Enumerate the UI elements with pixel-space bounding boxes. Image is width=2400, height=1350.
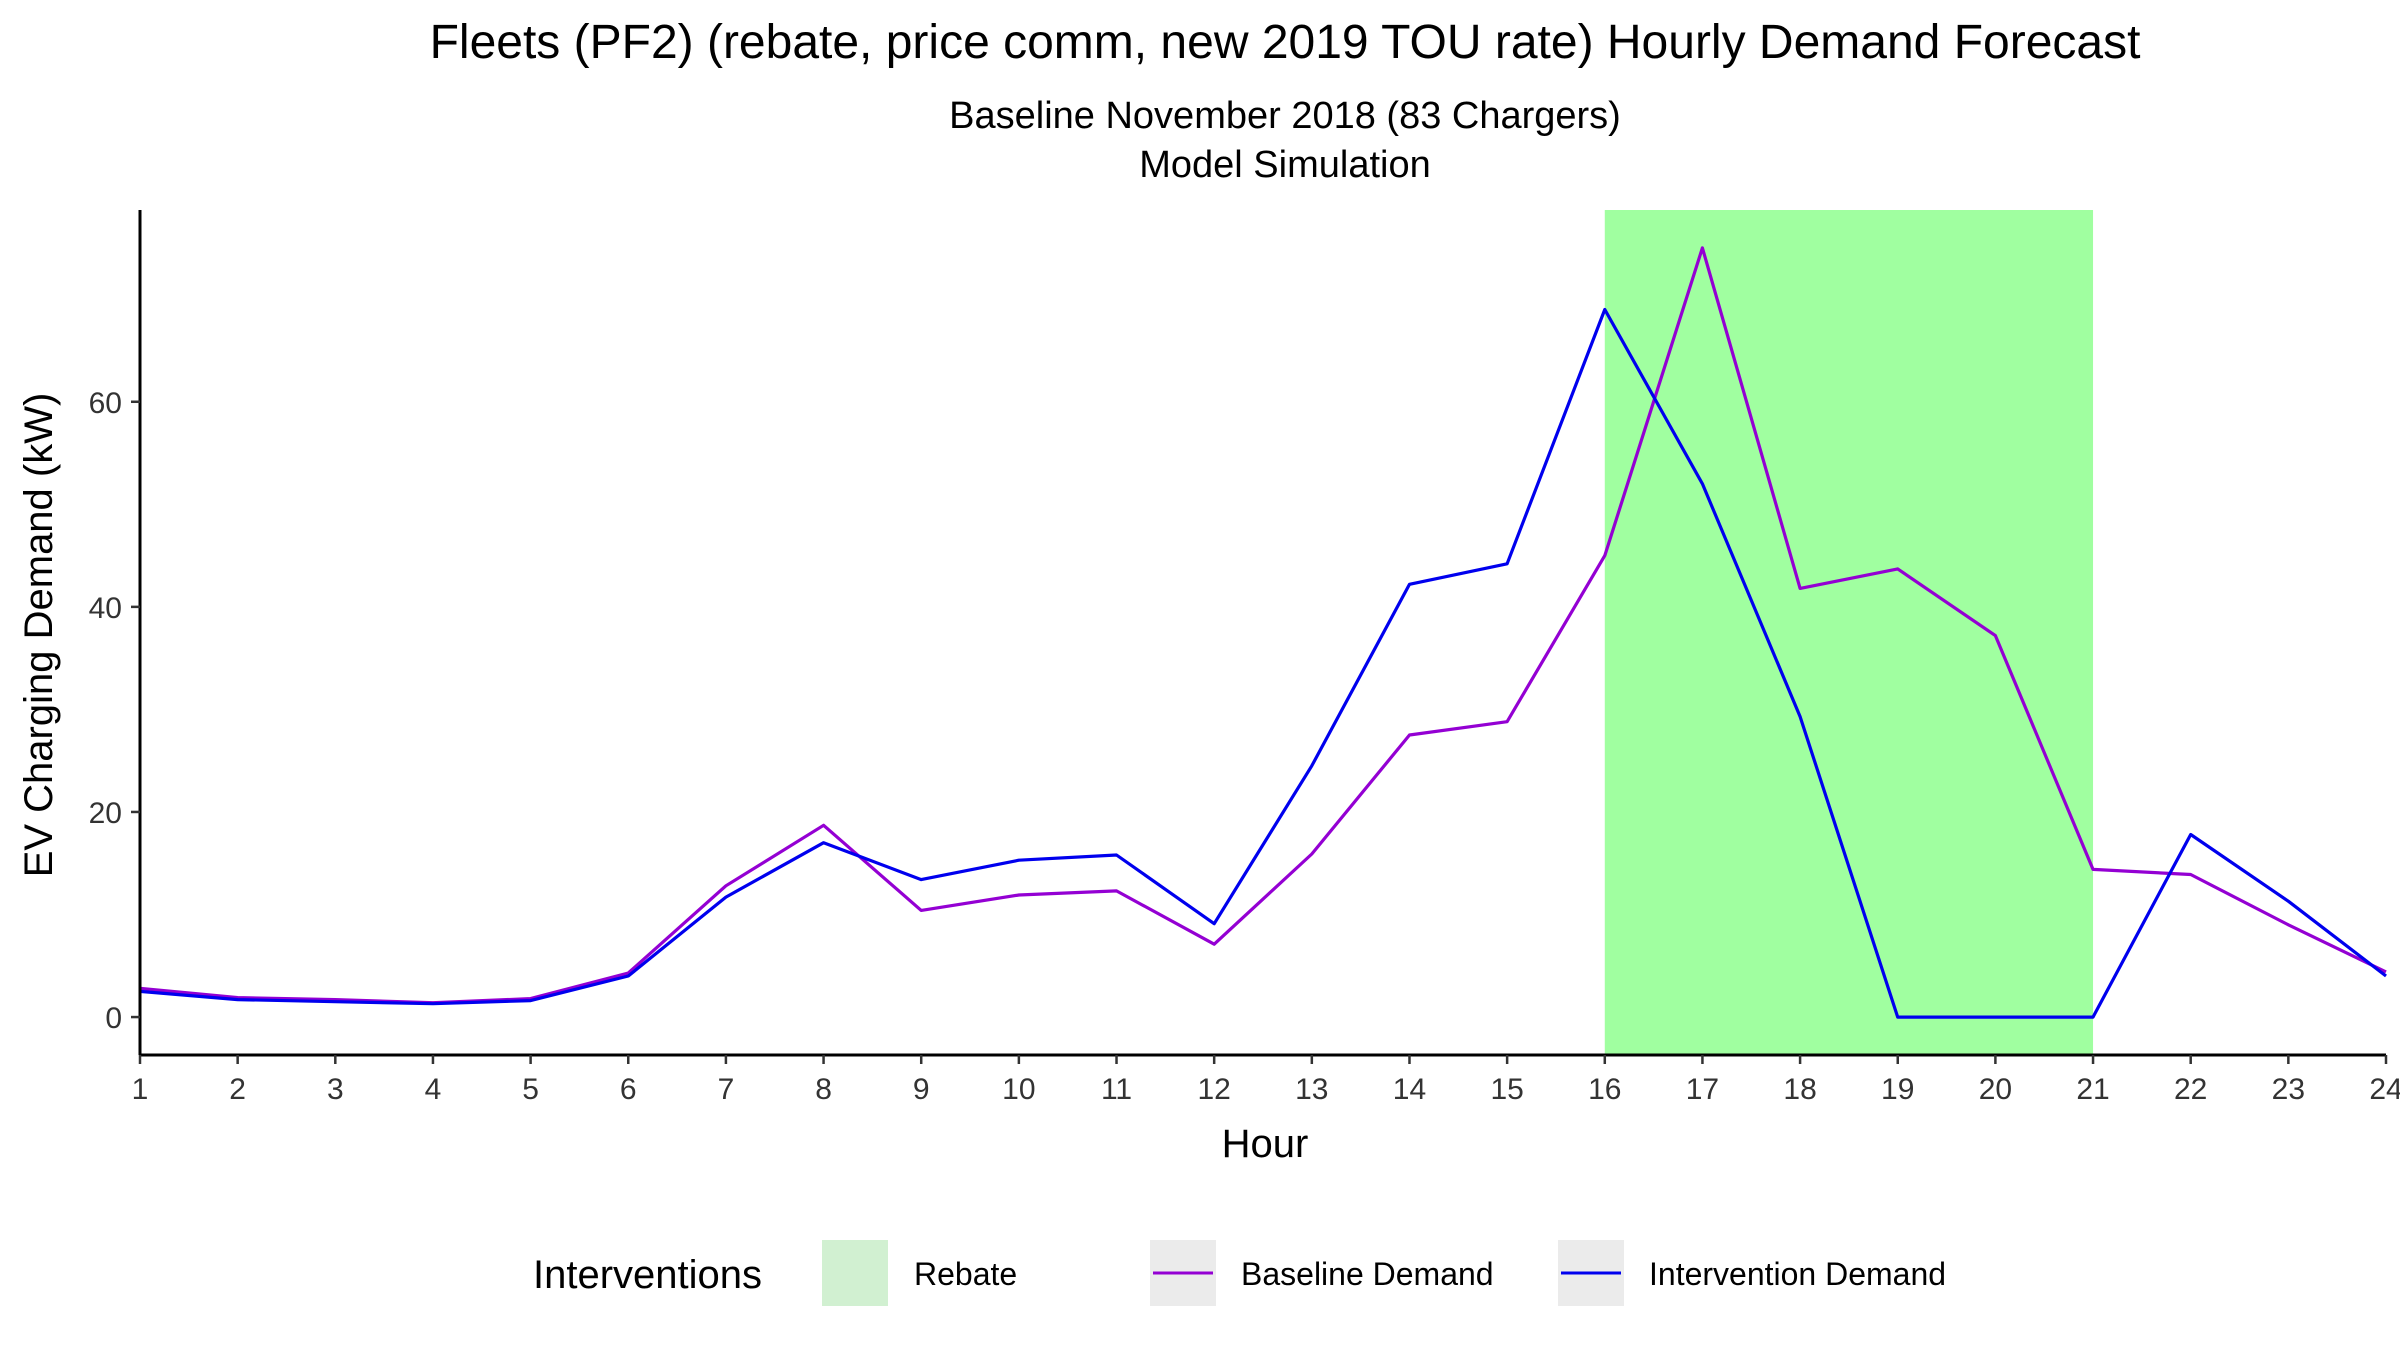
x-tick-label-12: 12	[1197, 1073, 1230, 1106]
x-tick-label-19: 19	[1881, 1073, 1914, 1106]
x-tick-label-16: 16	[1588, 1073, 1621, 1106]
x-tick-label-7: 7	[718, 1073, 735, 1106]
x-tick-label-15: 15	[1490, 1073, 1523, 1106]
x-tick-label-18: 18	[1783, 1073, 1816, 1106]
x-tick-label-11: 11	[1101, 1073, 1132, 1106]
x-tick-label-9: 9	[913, 1073, 930, 1106]
shaded-region-rebate	[1604, 210, 2094, 1055]
x-tick-label-22: 22	[2174, 1073, 2207, 1106]
chart-title: Fleets (PF2) (rebate, price comm, new 20…	[430, 16, 2141, 69]
x-tick-label-21: 21	[2076, 1073, 2109, 1106]
y-tick-label-60: 60	[89, 387, 122, 420]
x-tick-label-23: 23	[2272, 1073, 2305, 1106]
x-tick-label-20: 20	[1979, 1073, 2012, 1106]
x-tick-label-8: 8	[815, 1073, 832, 1106]
x-tick-label-6: 6	[620, 1073, 637, 1106]
x-tick-label-24: 24	[2369, 1073, 2400, 1106]
legend-title: Interventions	[533, 1253, 762, 1297]
y-axis-title: EV Charging Demand (kW)	[17, 393, 61, 878]
y-tick-label-20: 20	[89, 797, 122, 830]
legend-key-rebate	[822, 1240, 888, 1306]
x-tick-label-3: 3	[327, 1073, 344, 1106]
series-line-intervention-demand	[139, 307, 2387, 1019]
legend-label-rebate: Rebate	[914, 1256, 1017, 1292]
x-tick-label-5: 5	[522, 1073, 539, 1106]
x-tick-label-14: 14	[1393, 1073, 1426, 1106]
x-tick-label-2: 2	[229, 1073, 246, 1106]
chart-subtitle-line-2: Model Simulation	[1139, 144, 1430, 186]
series-line-baseline-demand	[139, 246, 2387, 1005]
x-tick-label-1: 1	[132, 1073, 149, 1106]
legend-label-baseline-demand: Baseline Demand	[1241, 1256, 1494, 1292]
x-tick-label-17: 17	[1686, 1073, 1719, 1106]
y-tick-label-40: 40	[89, 592, 122, 625]
x-tick-label-13: 13	[1295, 1073, 1328, 1106]
legend: Interventions Rebate Baseline Demand Int…	[533, 1240, 1946, 1306]
legend-label-intervention-demand: Intervention Demand	[1649, 1256, 1946, 1292]
y-tick-label-0: 0	[105, 1002, 122, 1035]
x-tick-label-10: 10	[1002, 1073, 1035, 1106]
x-axis-title: Hour	[1222, 1122, 1309, 1166]
chart-subtitle-line-1: Baseline November 2018 (83 Chargers)	[949, 95, 1621, 137]
x-tick-label-4: 4	[425, 1073, 442, 1106]
